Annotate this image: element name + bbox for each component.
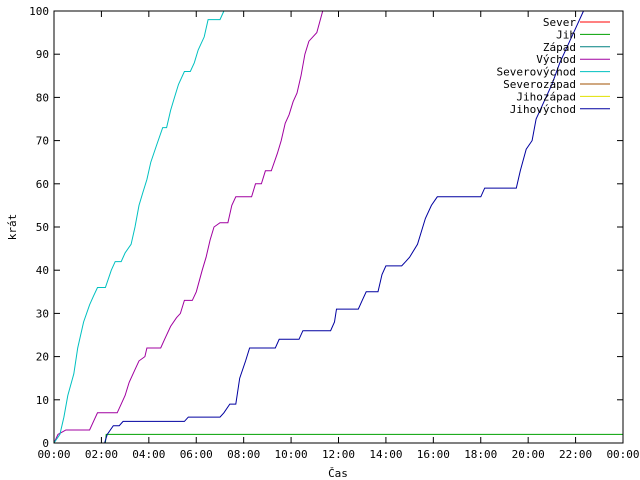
y-tick-label: 80 <box>36 91 49 104</box>
x-tick-label: 08:00 <box>227 448 260 461</box>
x-tick-label: 06:00 <box>180 448 213 461</box>
y-tick-label: 50 <box>36 221 49 234</box>
x-tick-label: 00:00 <box>37 448 70 461</box>
series-line-Východ <box>53 10 324 444</box>
y-axis-label: krát <box>6 214 19 241</box>
x-axis-label: Čas <box>328 467 348 480</box>
legend-label: Severozápad <box>503 78 576 91</box>
legend-label: Jih <box>556 28 576 41</box>
legend-label: Severovýchod <box>497 66 576 79</box>
x-tick-label: 18:00 <box>464 448 497 461</box>
y-tick-label: 10 <box>36 394 49 407</box>
x-tick-label: 12:00 <box>322 448 355 461</box>
x-tick-label: 00:00 <box>606 448 639 461</box>
x-tick-label: 10:00 <box>275 448 308 461</box>
legend-label: Sever <box>543 16 576 29</box>
x-tick-label: 22:00 <box>559 448 592 461</box>
x-tick-label: 16:00 <box>417 448 450 461</box>
legend-label: Východ <box>536 53 576 66</box>
series-line-Jihovýchod <box>104 10 584 444</box>
x-tick-label: 04:00 <box>132 448 165 461</box>
legend-label: Jihovýchod <box>510 103 576 116</box>
y-tick-label: 70 <box>36 135 49 148</box>
y-tick-label: 20 <box>36 351 49 364</box>
x-tick-label: 20:00 <box>512 448 545 461</box>
legend-label: Jihozápad <box>516 90 576 103</box>
series-line-Severovýchod <box>53 10 225 444</box>
x-tick-label: 02:00 <box>85 448 118 461</box>
y-tick-label: 90 <box>36 48 49 61</box>
y-tick-label: 0 <box>42 437 49 450</box>
legend: SeverJihZápadVýchodSeverovýchodSeverozáp… <box>497 16 610 116</box>
y-tick-label: 60 <box>36 178 49 191</box>
y-tick-label: 100 <box>29 5 49 18</box>
y-tick-label: 40 <box>36 264 49 277</box>
y-tick-label: 30 <box>36 307 49 320</box>
tick-layer: 0 10 20 30 40 50 60 70 80 90 100 00:00 02:00 04:00 06:… <box>29 5 639 461</box>
legend-label: Západ <box>543 41 576 54</box>
series-layer <box>53 10 623 444</box>
x-tick-label: 14:00 <box>369 448 402 461</box>
